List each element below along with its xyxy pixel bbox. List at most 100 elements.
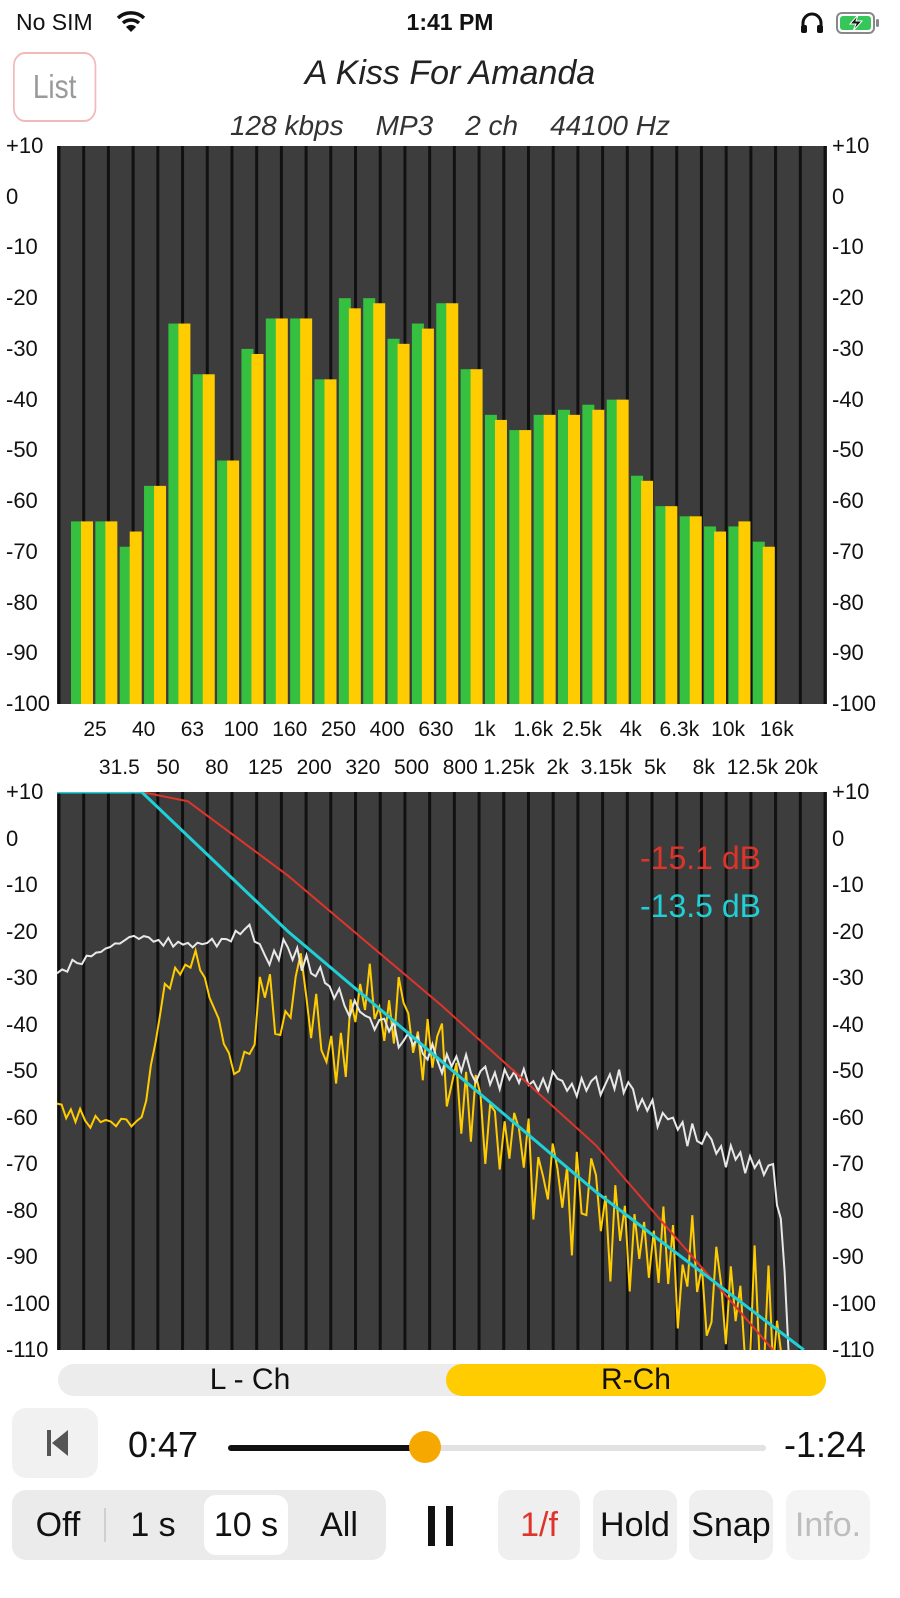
info-button[interactable]: Info. <box>786 1490 870 1560</box>
x-tick-label: 100 <box>223 718 259 741</box>
left-channel-bar <box>558 409 570 704</box>
y-tick-label: -50 <box>6 437 38 463</box>
y-tick-label: -40 <box>6 386 38 412</box>
y-tick-label: -30 <box>832 965 864 990</box>
skip-back-icon <box>47 1430 68 1456</box>
status-bar: No SIM 1:41 PM <box>0 0 900 46</box>
y-tick-label: 0 <box>832 825 845 851</box>
y-tick-label: -60 <box>6 488 38 514</box>
x-tick-label: 125 <box>247 756 283 779</box>
band-spectrum-chart <box>57 146 827 704</box>
x-tick-label: 1.6k <box>513 718 554 741</box>
x-tick-label: 800 <box>442 756 478 779</box>
right-channel-bar <box>227 460 240 704</box>
left-channel-bar <box>363 298 376 704</box>
x-tick-label: 50 <box>156 756 180 779</box>
averaging-1s[interactable]: 1 s <box>130 1506 176 1544</box>
wifi-icon <box>116 11 146 32</box>
y-tick-label: -100 <box>832 691 877 716</box>
x-tick-label: 10k <box>711 718 746 741</box>
y-tick-label: -90 <box>832 640 864 666</box>
x-tick-label: 1.25k <box>483 756 535 779</box>
progress-thumb[interactable] <box>409 1431 441 1463</box>
y-tick-label: -30 <box>6 335 38 361</box>
averaging-off[interactable]: Off <box>35 1506 81 1544</box>
y-tick-label: -90 <box>6 1244 38 1269</box>
left-channel-bar <box>606 399 619 704</box>
headphones-icon <box>801 12 823 33</box>
right-channel-bar <box>714 531 727 704</box>
right-channel-tab[interactable]: R-Ch <box>446 1364 826 1396</box>
cyan-level-readout: -13.5 dB <box>640 888 761 924</box>
fft-spectrum-chart <box>57 792 827 1350</box>
right-channel-bar <box>373 303 386 704</box>
right-channel-bar <box>762 546 775 704</box>
x-tick-label: 31.5 <box>98 756 140 779</box>
x-tick-label: 12.5k <box>726 756 779 779</box>
right-channel-bar <box>738 521 751 704</box>
x-tick-label: 8k <box>692 756 715 779</box>
left-channel-bar <box>265 318 278 704</box>
x-tick-label: 6.3k <box>659 718 700 741</box>
x-tick-label: 25 <box>83 718 107 741</box>
pause-icon <box>428 1506 435 1546</box>
y-tick-label: -80 <box>832 589 864 615</box>
y-tick-label: +10 <box>832 779 870 804</box>
y-tick-label: -20 <box>6 285 38 311</box>
x-tick-label: 1k <box>473 718 496 741</box>
pause-button[interactable] <box>408 1490 472 1560</box>
y-tick-label: +10 <box>6 779 44 804</box>
y-tick-label: -50 <box>832 437 864 463</box>
right-channel-bar <box>616 399 629 704</box>
left-channel-tab[interactable]: L - Ch <box>209 1363 291 1396</box>
right-channel-bar <box>129 531 142 704</box>
x-tick-label: 20k <box>784 756 819 779</box>
progress-track[interactable] <box>228 1445 766 1451</box>
y-tick-label: -30 <box>832 335 864 361</box>
x-tick-label: 80 <box>205 756 229 779</box>
right-channel-bar <box>154 485 167 704</box>
right-channel-bar <box>397 343 410 704</box>
y-tick-label: -100 <box>6 1290 51 1316</box>
y-tick-label: -100 <box>832 1290 877 1316</box>
list-button[interactable]: List <box>13 52 97 122</box>
track-title: A Kiss For Amanda <box>304 54 596 92</box>
right-channel-bar <box>178 323 191 704</box>
left-channel-bar <box>533 414 546 704</box>
y-tick-label: -20 <box>6 918 38 944</box>
y-tick-label: -50 <box>6 1058 38 1083</box>
right-channel-bar <box>568 414 580 704</box>
left-channel-bar <box>411 323 424 704</box>
y-tick-label: -10 <box>6 872 38 897</box>
x-tick-label: 2.5k <box>562 718 602 741</box>
y-tick-label: -100 <box>6 691 51 716</box>
y-tick-label: -90 <box>832 1244 864 1269</box>
averaging-all[interactable]: All <box>320 1506 358 1544</box>
left-channel-bar <box>290 318 303 704</box>
x-tick-label: 630 <box>418 718 454 741</box>
right-channel-bar <box>275 318 288 704</box>
y-tick-label: +10 <box>6 133 44 158</box>
x-tick-label: 5k <box>643 756 667 779</box>
previous-track-button[interactable] <box>12 1408 98 1478</box>
hold-button[interactable]: Hold <box>593 1490 677 1560</box>
y-tick-label: -30 <box>6 965 38 990</box>
averaging-10s[interactable]: 10 s <box>213 1506 279 1544</box>
left-channel-bar <box>460 369 473 704</box>
snap-button[interactable]: Snap <box>689 1490 773 1560</box>
y-tick-label: -40 <box>6 1011 38 1037</box>
y-tick-label: 0 <box>6 183 19 209</box>
left-channel-bar <box>728 526 741 704</box>
left-channel-bar <box>119 546 132 704</box>
battery-charging-icon <box>836 12 879 34</box>
left-channel-bar <box>314 379 327 704</box>
y-tick-label: -40 <box>832 1011 864 1037</box>
channels-label: 2 ch <box>465 110 519 141</box>
averaging-segmented-control <box>12 1490 386 1560</box>
y-tick-label: -10 <box>832 872 864 897</box>
y-tick-label: -40 <box>832 386 864 412</box>
x-tick-label: 160 <box>272 718 308 741</box>
one-over-f-button[interactable]: 1/f <box>498 1490 580 1560</box>
x-tick-label: 40 <box>132 718 156 741</box>
left-channel-bar <box>484 414 497 704</box>
